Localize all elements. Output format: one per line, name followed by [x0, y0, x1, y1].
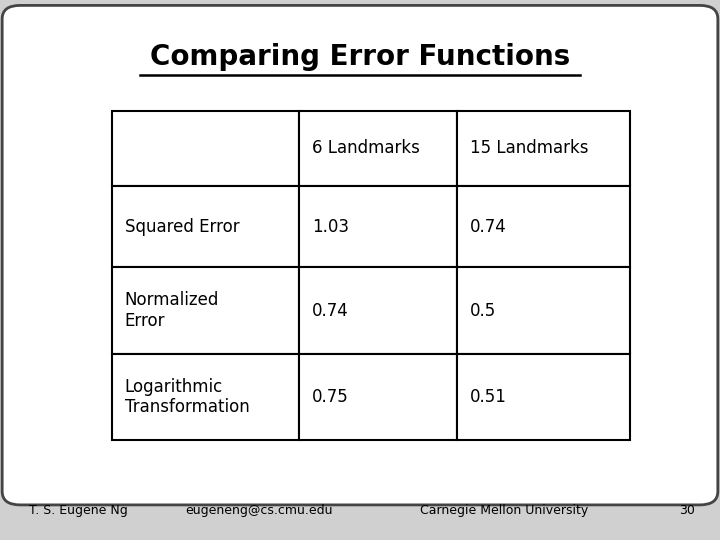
- Text: 0.74: 0.74: [312, 301, 348, 320]
- Text: 0.5: 0.5: [470, 301, 496, 320]
- Bar: [112, 111, 299, 186]
- Text: 1.03: 1.03: [312, 218, 348, 236]
- Bar: [299, 354, 457, 440]
- Text: 6 Landmarks: 6 Landmarks: [312, 139, 420, 158]
- Bar: [457, 354, 630, 440]
- Text: 0.75: 0.75: [312, 388, 348, 406]
- Text: Comparing Error Functions: Comparing Error Functions: [150, 43, 570, 71]
- Text: 15 Landmarks: 15 Landmarks: [470, 139, 589, 158]
- Text: Normalized
Error: Normalized Error: [125, 291, 219, 330]
- Bar: [112, 186, 299, 267]
- Text: eugeneng@cs.cmu.edu: eugeneng@cs.cmu.edu: [186, 504, 333, 517]
- Bar: [457, 267, 630, 354]
- FancyBboxPatch shape: [2, 5, 718, 505]
- Bar: [299, 111, 457, 186]
- Bar: [457, 186, 630, 267]
- Text: Squared Error: Squared Error: [125, 218, 239, 236]
- Bar: [112, 354, 299, 440]
- Bar: [112, 267, 299, 354]
- Bar: [299, 186, 457, 267]
- Text: 0.51: 0.51: [470, 388, 507, 406]
- Text: 30: 30: [679, 504, 695, 517]
- Text: Carnegie Mellon University: Carnegie Mellon University: [420, 504, 588, 517]
- Bar: [299, 267, 457, 354]
- Text: 0.74: 0.74: [470, 218, 507, 236]
- Text: T. S. Eugene Ng: T. S. Eugene Ng: [29, 504, 127, 517]
- Bar: [457, 111, 630, 186]
- Text: Logarithmic
Transformation: Logarithmic Transformation: [125, 377, 249, 416]
